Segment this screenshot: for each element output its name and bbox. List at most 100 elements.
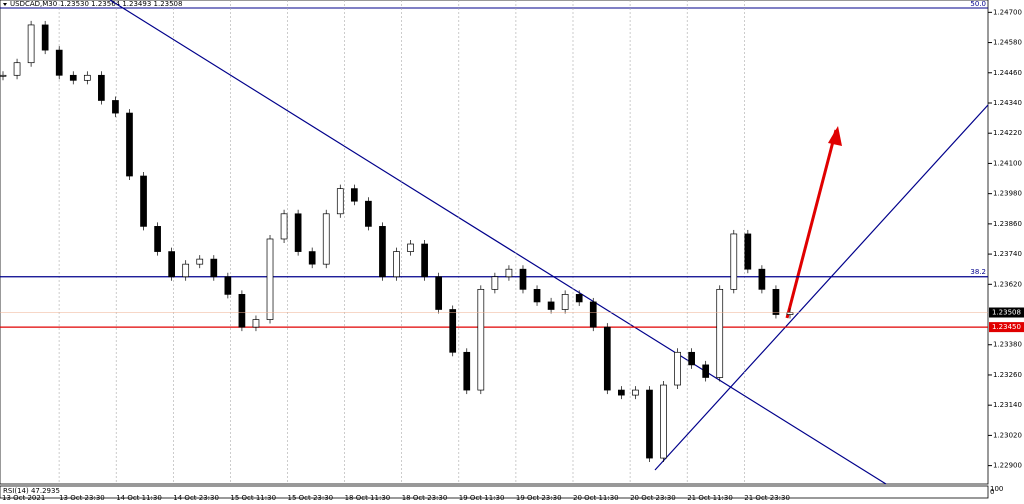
candle	[294, 213, 302, 252]
x-tick-label: 13 Oct 23:30	[59, 494, 105, 502]
candle	[27, 24, 35, 64]
candle	[589, 301, 597, 328]
fib-top-label: 50.0	[970, 0, 986, 8]
candle	[463, 351, 471, 391]
candle	[224, 276, 232, 295]
candle	[716, 288, 724, 378]
indicator-frame	[0, 485, 989, 499]
candle	[603, 326, 611, 391]
y-tick-label: 1.23140	[993, 401, 1022, 409]
y-tick-label: 1.23980	[993, 190, 1022, 198]
candle	[308, 251, 316, 265]
y-tick-label: 1.22900	[993, 462, 1022, 470]
y-tick-label: 1.23740	[993, 250, 1022, 258]
y-tick-label: 1.23620	[993, 280, 1022, 288]
candle	[379, 226, 386, 278]
y-tick-label: 1.23260	[993, 371, 1022, 379]
candle	[660, 384, 667, 459]
candle	[280, 213, 288, 240]
candle	[98, 74, 105, 101]
candle	[83, 74, 91, 81]
candle	[772, 288, 780, 315]
y-tick-label: 1.23380	[993, 341, 1022, 349]
candle	[575, 294, 583, 303]
candle	[547, 301, 555, 310]
quote: 1.23530 1.23564 1.23493 1.23508	[60, 0, 182, 8]
y-tick-label: 1.24220	[993, 129, 1022, 137]
price-box	[989, 322, 1024, 333]
x-tick-label: 21 Oct 23:30	[744, 494, 790, 502]
candle	[618, 389, 625, 396]
x-tick-label: 20 Oct 11:30	[573, 494, 619, 502]
candle	[365, 200, 372, 227]
y-tick-label: 1.24580	[993, 39, 1022, 47]
y-tick-label: 1.24340	[993, 99, 1022, 107]
x-tick-label: 13 Oct 2021	[2, 494, 45, 502]
candle	[266, 238, 274, 320]
candle	[0, 74, 7, 77]
y-tick-label: 1.24460	[993, 69, 1022, 77]
candle	[561, 294, 569, 310]
candle	[126, 112, 133, 177]
x-tick-label: 15 Oct 11:30	[230, 494, 276, 502]
candle	[41, 24, 49, 51]
candle	[632, 389, 639, 396]
x-tick-label: 15 Oct 23:30	[288, 494, 334, 502]
candle	[13, 62, 21, 76]
x-tick-label: 20 Oct 23:30	[630, 494, 676, 502]
candle	[112, 100, 119, 114]
indicator-tick: 100	[990, 485, 1003, 493]
candle	[407, 243, 414, 252]
candle	[646, 389, 653, 459]
price-box-label: 1.23450	[992, 323, 1021, 331]
arrow-shaft	[785, 129, 838, 319]
candle	[252, 319, 260, 328]
candle	[449, 309, 457, 353]
trend-line	[654, 104, 989, 471]
price-box	[989, 307, 1024, 318]
candle	[491, 276, 499, 290]
plot-frame	[0, 0, 989, 485]
candle	[674, 351, 681, 386]
candle	[744, 233, 752, 270]
candle	[168, 251, 175, 278]
candle	[322, 213, 330, 265]
x-tick-label: 19 Oct 23:30	[516, 494, 562, 502]
candle	[730, 233, 738, 290]
candle	[210, 258, 218, 278]
candle	[140, 175, 147, 227]
menu-arrow[interactable]	[3, 3, 7, 6]
candle	[505, 268, 513, 278]
candle	[393, 251, 400, 278]
current-price-label: 1.23508	[992, 309, 1021, 317]
y-tick-label: 1.23860	[993, 220, 1022, 228]
x-tick-label: 19 Oct 11:30	[459, 494, 505, 502]
indicator-label: RSI(14) 47.2935	[3, 487, 60, 495]
candle	[182, 263, 190, 278]
candle	[55, 49, 63, 76]
x-tick-label: 18 Oct 11:30	[345, 494, 391, 502]
x-tick-label: 21 Oct 11:30	[687, 494, 733, 502]
candle	[421, 243, 428, 278]
candle	[758, 268, 766, 290]
candle	[477, 288, 485, 391]
candle	[533, 288, 541, 303]
x-tick-label: 14 Oct 23:30	[173, 494, 219, 502]
arrow-head	[828, 126, 842, 146]
candle	[688, 351, 695, 366]
candle	[519, 268, 527, 290]
candle	[69, 74, 77, 81]
y-tick-label: 1.24100	[993, 159, 1022, 167]
x-tick-label: 14 Oct 11:30	[116, 494, 162, 502]
candle	[350, 188, 358, 202]
candle	[702, 364, 710, 378]
candle	[786, 312, 794, 315]
candle	[196, 258, 204, 265]
candle	[154, 226, 161, 252]
level-label: 38.2	[970, 268, 986, 276]
trend-line	[109, 0, 887, 485]
candle	[336, 188, 344, 215]
y-tick-label: 1.24700	[993, 8, 1022, 16]
indicator-tick: 0	[990, 488, 994, 496]
